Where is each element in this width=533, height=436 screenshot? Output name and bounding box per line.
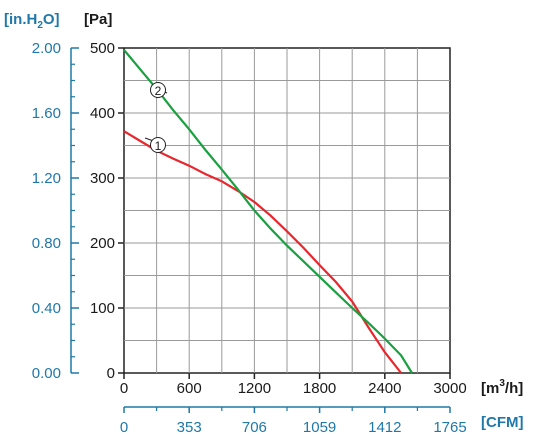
series-2-line — [123, 49, 413, 374]
x2-axis-ticks: 0 353 706 1059 1412 1765 — [120, 407, 467, 436]
x2-tick-label: 1059 — [303, 419, 336, 436]
x2-tick-label: 353 — [177, 419, 202, 436]
x-tick-label: 1200 — [238, 380, 271, 397]
x2-tick-label: 706 — [242, 419, 267, 436]
y2-tick-label: 1.60 — [32, 105, 61, 122]
y-tick-label: 500 — [90, 40, 115, 57]
y-tick-label: 300 — [90, 170, 115, 187]
series-1-marker: 1 — [144, 137, 166, 153]
y2-tick-label: 0.40 — [32, 300, 61, 317]
x-tick-label: 2400 — [368, 380, 401, 397]
series-1-marker-label: 1 — [155, 139, 162, 153]
y-tick-label: 0 — [107, 365, 115, 382]
x2-axis-label: [CFM] — [481, 414, 523, 431]
x2-tick-label: 1412 — [368, 419, 401, 436]
series-1-line — [123, 130, 402, 374]
x-axis-ticks: 0 600 1200 1800 2400 3000 — [120, 373, 467, 397]
x-tick-label: 0 — [120, 380, 128, 397]
y2-tick-label: 0.00 — [32, 365, 61, 382]
y2-axis-label: [in.H2O] — [4, 11, 60, 31]
y-axis-ticks: 0 100 200 300 400 500 — [90, 40, 124, 382]
y-tick-label: 200 — [90, 235, 115, 252]
x-axis-label: [m3/h] — [481, 378, 523, 397]
x-tick-label: 600 — [177, 380, 202, 397]
y2-tick-label: 2.00 — [32, 40, 61, 57]
x-tick-label: 3000 — [433, 380, 466, 397]
y-axis-label: [Pa] — [84, 11, 112, 28]
y-tick-label: 400 — [90, 105, 115, 122]
grid-lines — [124, 48, 450, 373]
y2-axis-ticks: 0.00 0.40 0.80 1.20 1.60 2.00 — [32, 40, 79, 382]
y2-tick-label: 0.80 — [32, 235, 61, 252]
x2-tick-label: 1765 — [433, 419, 466, 436]
y2-tick-label: 1.20 — [32, 170, 61, 187]
x2-tick-label: 0 — [120, 419, 128, 436]
series-2-marker: 2 — [150, 82, 168, 98]
series-2-marker-label: 2 — [155, 84, 162, 98]
y-tick-label: 100 — [90, 300, 115, 317]
x-tick-label: 1800 — [303, 380, 336, 397]
